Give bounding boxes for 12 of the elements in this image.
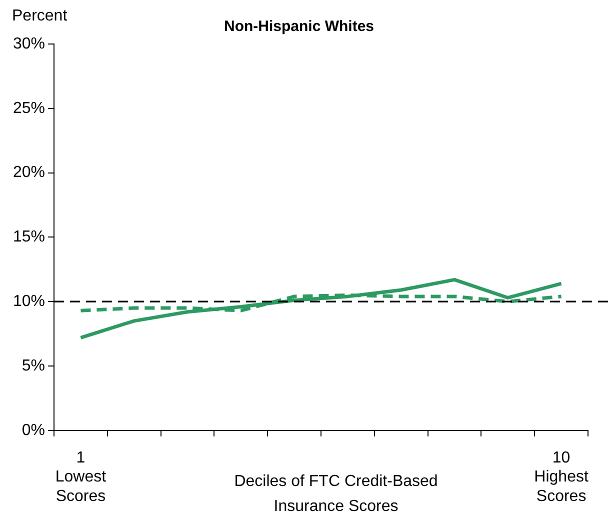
- y-tick-label: 10%: [12, 293, 46, 310]
- x-tick-label: 10 Highest Scores: [534, 449, 589, 505]
- x-axis-title: Deciles of FTC Credit-Based Insurance Scores: [234, 472, 438, 515]
- y-tick-label: 30%: [12, 35, 46, 52]
- chart-title: Non-Hispanic Whites: [224, 18, 374, 36]
- y-tick-label: 5%: [22, 357, 46, 374]
- y-axis-title: Percent: [12, 7, 68, 24]
- y-tick-label: 25%: [12, 100, 46, 117]
- y-tick-label: 15%: [12, 228, 46, 246]
- y-tick-label: 0%: [22, 422, 46, 439]
- x-tick-label: 1 Lowest Scores: [55, 449, 107, 505]
- y-tick-label: 20%: [12, 164, 46, 182]
